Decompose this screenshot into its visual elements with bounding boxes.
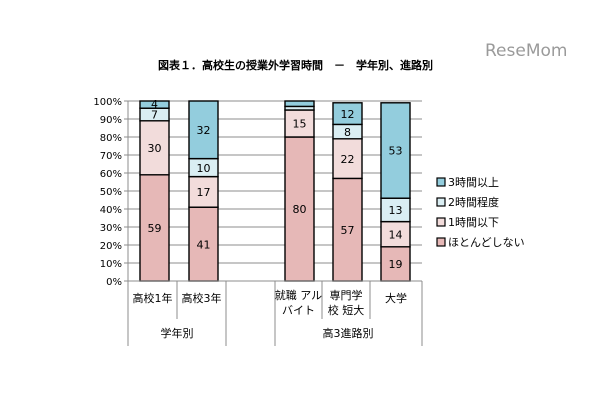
y-tick-label: 10% xyxy=(100,259,122,270)
bar-segment xyxy=(139,174,170,282)
data-label: 32 xyxy=(197,124,211,137)
data-label: 41 xyxy=(197,238,211,251)
data-label: 53 xyxy=(389,145,403,158)
x-category-label: 校 短大 xyxy=(328,303,365,317)
bar-segment xyxy=(332,102,363,126)
data-label: 22 xyxy=(341,153,355,166)
legend-swatch xyxy=(436,217,446,227)
y-tick-label: 0% xyxy=(106,277,122,288)
bar-segment xyxy=(380,246,411,282)
y-tick-label: 60% xyxy=(100,169,122,180)
bar-segment xyxy=(188,100,219,160)
data-label: 59 xyxy=(148,222,162,235)
x-category-label: 大学 xyxy=(385,291,407,305)
bar-segment xyxy=(380,102,411,199)
legend-label: 3時間以上 xyxy=(448,176,499,189)
legend-swatch xyxy=(436,177,446,187)
data-label: 13 xyxy=(389,204,403,217)
bar-segment xyxy=(332,177,363,282)
data-label: 7 xyxy=(151,109,158,122)
bar-segment xyxy=(139,100,170,109)
data-label: 19 xyxy=(389,258,403,271)
bars: 59 30 74 41 17 10 32 80 15 57 22 8 12 19 14 13 53 xyxy=(139,98,411,282)
y-axis: 0% 10% 20% 30% 40% 50% 60% 70% 80% 90% 100% xyxy=(93,97,129,288)
y-tick-label: 20% xyxy=(100,241,122,252)
x-category-label: 専門学 xyxy=(330,288,363,302)
legend-swatch xyxy=(436,197,446,207)
data-label: 30 xyxy=(148,142,162,155)
x-category-label: 高校1年 xyxy=(133,291,173,305)
data-label: 17 xyxy=(197,186,211,199)
gridlines xyxy=(128,100,422,282)
x-category-label: 就職 アル xyxy=(275,288,322,302)
chart-title: 図表１．高校生の授業外学習時間 － 学年別、進路別 xyxy=(158,58,433,72)
bar-segment xyxy=(284,109,315,138)
data-label: 8 xyxy=(344,126,351,139)
legend-label: ほとんどしない xyxy=(448,236,525,249)
x-category-label: 高校3年 xyxy=(182,291,222,305)
y-tick-label: 100% xyxy=(93,97,122,108)
y-tick-label: 50% xyxy=(100,187,122,198)
x-group-label: 高3進路別 xyxy=(323,326,374,340)
data-label: 15 xyxy=(293,118,307,131)
legend-label: 1時間以下 xyxy=(448,216,499,229)
data-label: 10 xyxy=(197,162,211,175)
data-label: 4 xyxy=(151,98,158,111)
bar-segment xyxy=(284,136,315,282)
y-tick-label: 70% xyxy=(100,151,122,162)
data-label: 14 xyxy=(389,228,403,241)
data-label: 12 xyxy=(341,108,355,121)
y-tick-label: 40% xyxy=(100,205,122,216)
y-tick-label: 90% xyxy=(100,115,122,126)
data-label: 57 xyxy=(341,224,355,237)
y-tick-label: 80% xyxy=(100,133,122,144)
bar-segment xyxy=(380,220,411,248)
x-group-label: 学年別 xyxy=(161,326,194,340)
bar-segment xyxy=(284,100,315,108)
y-tick-label: 30% xyxy=(100,223,122,234)
resemom-logo: ReseMom xyxy=(485,41,567,61)
data-label: 80 xyxy=(293,203,307,216)
bar-segment xyxy=(139,120,170,176)
legend-label: 2時間程度 xyxy=(448,195,499,209)
legend-swatch xyxy=(436,237,446,247)
x-category-label: バイト xyxy=(282,304,315,317)
